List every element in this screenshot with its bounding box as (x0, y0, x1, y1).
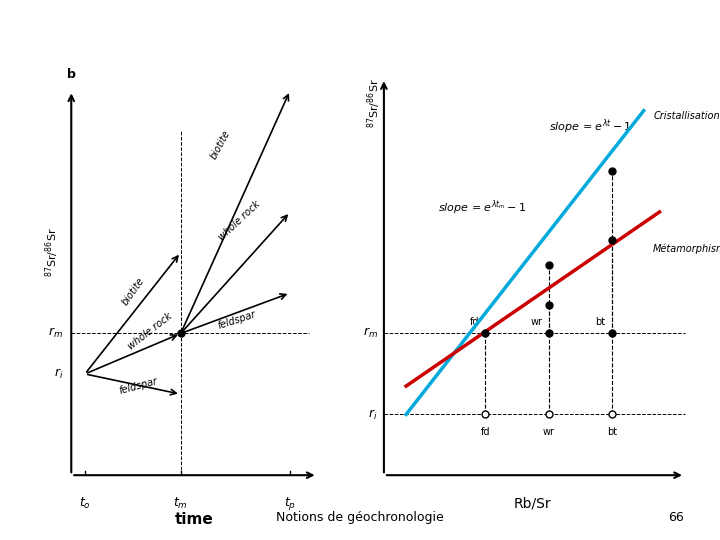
Text: $t_m$: $t_m$ (174, 496, 188, 510)
Text: Métamorphisme: Métamorphisme (653, 244, 720, 254)
Text: wr: wr (531, 318, 542, 327)
Text: $t_o$: $t_o$ (79, 496, 91, 510)
Text: $r_i$: $r_i$ (53, 367, 63, 381)
Text: Cristallisation: Cristallisation (653, 111, 720, 121)
Text: Notions de géochronologie: Notions de géochronologie (276, 511, 444, 524)
Text: bt: bt (607, 427, 617, 437)
Text: $r_i$: $r_i$ (368, 407, 377, 422)
Text: fd: fd (469, 318, 479, 327)
Text: feldspar: feldspar (118, 376, 159, 396)
Text: $^{87}$Sr/$^{86}$Sr: $^{87}$Sr/$^{86}$Sr (43, 227, 61, 278)
Text: $t_p$: $t_p$ (284, 496, 296, 512)
Text: bt: bt (595, 318, 606, 327)
Text: wr: wr (543, 427, 554, 437)
Text: time: time (175, 512, 214, 527)
Text: 66: 66 (668, 511, 684, 524)
Text: whole rock: whole rock (216, 199, 262, 242)
Text: $\bf{b}$: $\bf{b}$ (66, 68, 76, 82)
Text: $r_m$: $r_m$ (362, 326, 377, 341)
Text: biotite: biotite (208, 129, 232, 161)
Text: whole rock: whole rock (126, 311, 174, 352)
Text: slope = $e^{\lambda t_m}-1$: slope = $e^{\lambda t_m}-1$ (438, 199, 526, 217)
Text: Rb/Sr: Rb/Sr (514, 497, 552, 511)
Text: $r_m$: $r_m$ (48, 326, 63, 341)
Text: slope = $e^{\lambda t}-1$: slope = $e^{\lambda t}-1$ (549, 118, 631, 136)
Text: biotite: biotite (120, 275, 147, 307)
Text: $^{87}$Sr/$^{86}$Sr: $^{87}$Sr/$^{86}$Sr (366, 78, 383, 128)
Text: fd: fd (480, 427, 490, 437)
Text: feldspar: feldspar (216, 309, 257, 332)
Text: 4.4 Le couple Rb/Sr – Datation du métamorphisme: 4.4 Le couple Rb/Sr – Datation du métamo… (7, 15, 598, 36)
